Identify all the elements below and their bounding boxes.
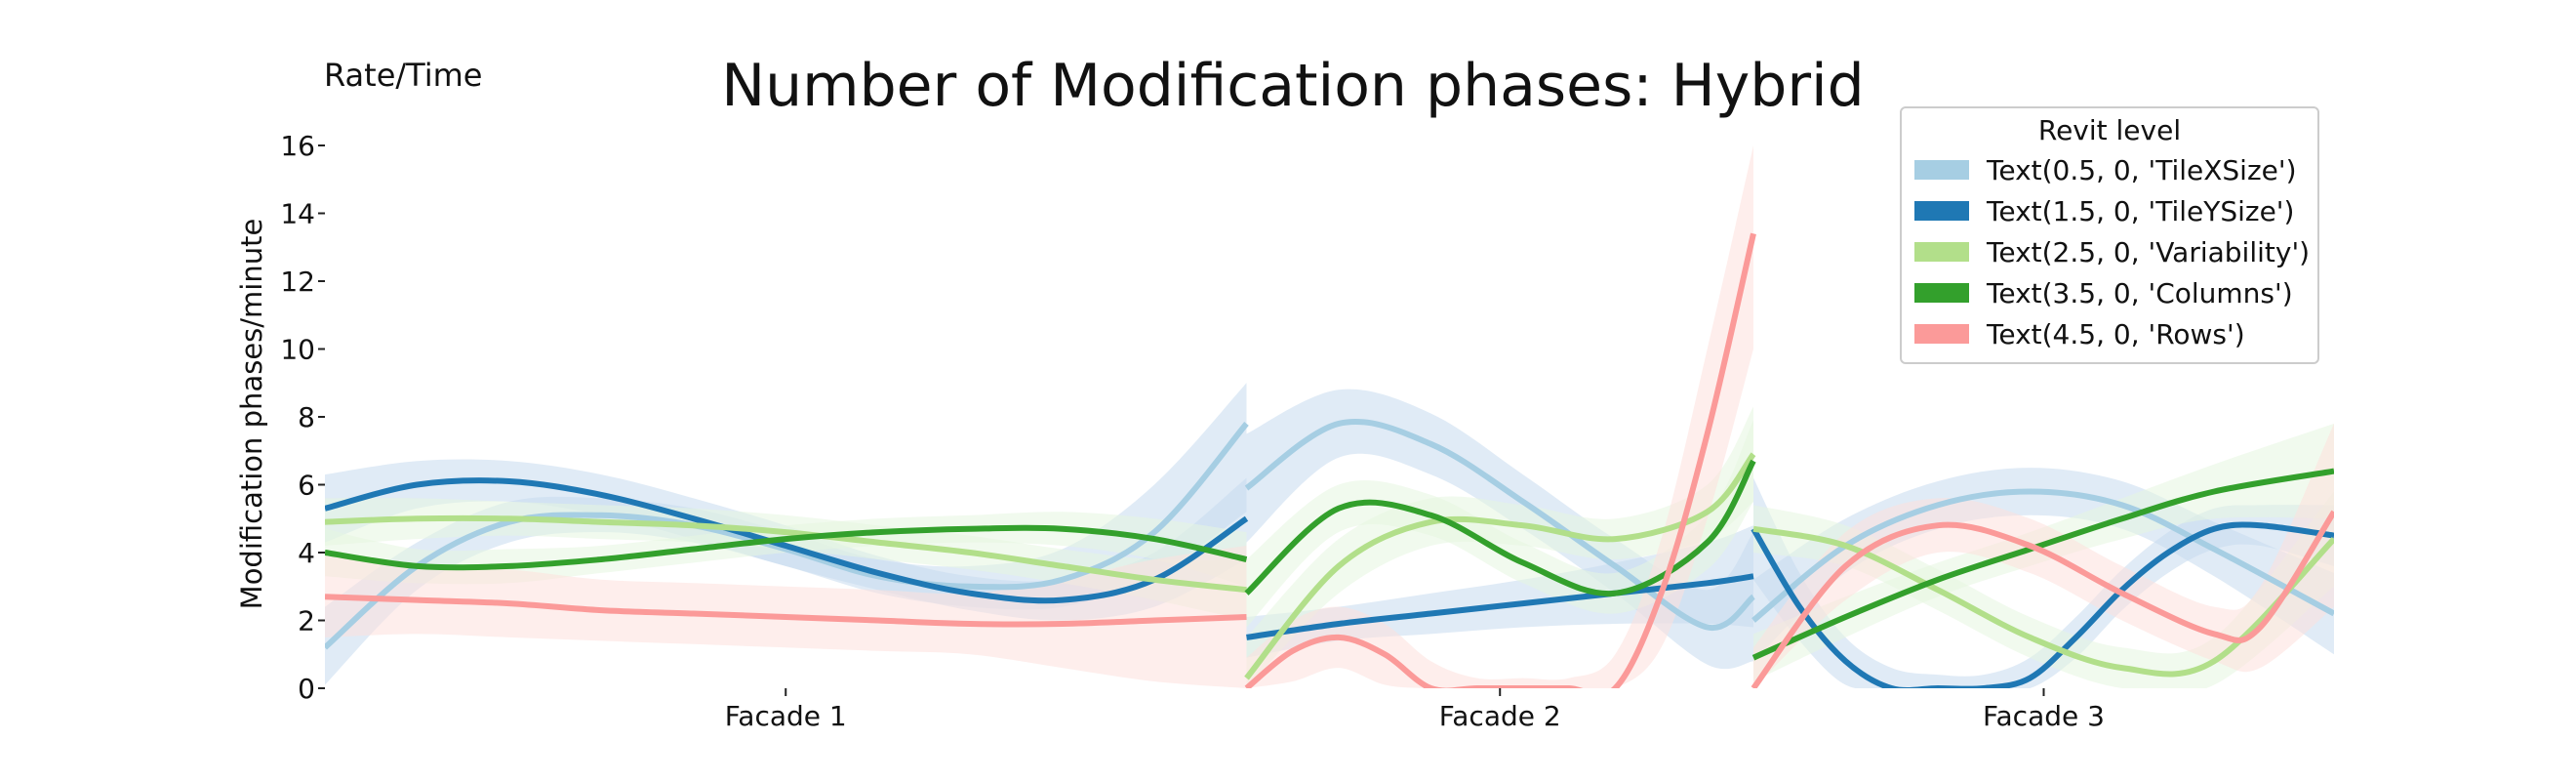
y-tick-label-4: 8: [298, 401, 315, 433]
legend-frame: [1900, 106, 2319, 364]
legend-label-0: Text(0.5, 0, 'TileXSize'): [1986, 154, 2297, 186]
series-lines: [325, 232, 2334, 688]
series-line-s4-p0: [325, 594, 1247, 628]
y-tick-label-6: 12: [280, 266, 315, 298]
series-line-s0-p1: [1244, 418, 1755, 631]
series-line-s2-p0: [325, 514, 1247, 594]
ci-band-s2-p1: [1246, 406, 1753, 688]
series-line-s0-p0: [325, 421, 1249, 650]
chart-title: Number of Modification phases: Hybrid: [721, 52, 1865, 120]
y-tick-label-1: 2: [298, 605, 315, 637]
legend: Revit level Text(0.5, 0, 'TileXSize')Tex…: [1900, 106, 2319, 364]
ci-band-s4-p1: [1246, 145, 1753, 688]
legend-swatch-3: [1914, 283, 1969, 303]
legend-label-4: Text(4.5, 0, 'Rows'): [1986, 318, 2245, 350]
legend-swatch-4: [1914, 324, 1969, 344]
y-axis-label: Modification phases/minute: [235, 219, 268, 610]
ci-band-s1-p2: [1753, 477, 2334, 688]
legend-label-2: Text(2.5, 0, 'Variability'): [1986, 236, 2310, 268]
series-line-s4-p2: [1751, 510, 2334, 688]
series-line-s1-p2: [1751, 521, 2334, 688]
legend-swatch-0: [1914, 160, 1969, 180]
series-line-s4-p1: [1244, 232, 1756, 688]
x-tick-label-2: Facade 3: [1983, 700, 2105, 732]
x-tick-label-0: Facade 1: [725, 700, 847, 732]
ci-band-s2-p2: [1753, 491, 2334, 688]
legend-title: Revit level: [2038, 114, 2181, 146]
y-tick-label-2: 4: [298, 537, 315, 569]
legend-label-1: Text(1.5, 0, 'TileYSize'): [1986, 195, 2294, 227]
y-tick-label-7: 14: [280, 198, 315, 230]
series-line-s2-p2: [1752, 525, 2334, 678]
y-tick-label-3: 6: [298, 470, 315, 502]
series-line-s3-p1: [1244, 459, 1756, 597]
ci-band-s2-p0: [325, 498, 1247, 621]
legend-entries: Text(0.5, 0, 'TileXSize') Text(1.5, 0, 'T…: [1914, 154, 2310, 350]
series-line-s3-p0: [325, 524, 1248, 571]
legend-swatch-1: [1914, 201, 1969, 221]
y-tick-label-0: 0: [298, 673, 315, 705]
x-tick-label-1: Facade 2: [1439, 700, 1561, 732]
y-tick-label-5: 10: [280, 334, 315, 366]
legend-swatch-2: [1914, 242, 1969, 262]
series-line-s2-p1: [1244, 452, 1756, 680]
series-line-s1-p1: [1246, 573, 1754, 640]
axes: 0 2 4 6 8 10 12 14 16 Facade 1 Facade 2 Facade 3: [280, 130, 2105, 732]
series-line-s1-p0: [325, 477, 1249, 604]
corner-label: Rate/Time: [324, 57, 482, 94]
y-tick-label-8: 16: [280, 130, 315, 162]
legend-label-3: Text(3.5, 0, 'Columns'): [1986, 277, 2293, 309]
series-line-s3-p2: [1751, 468, 2334, 661]
